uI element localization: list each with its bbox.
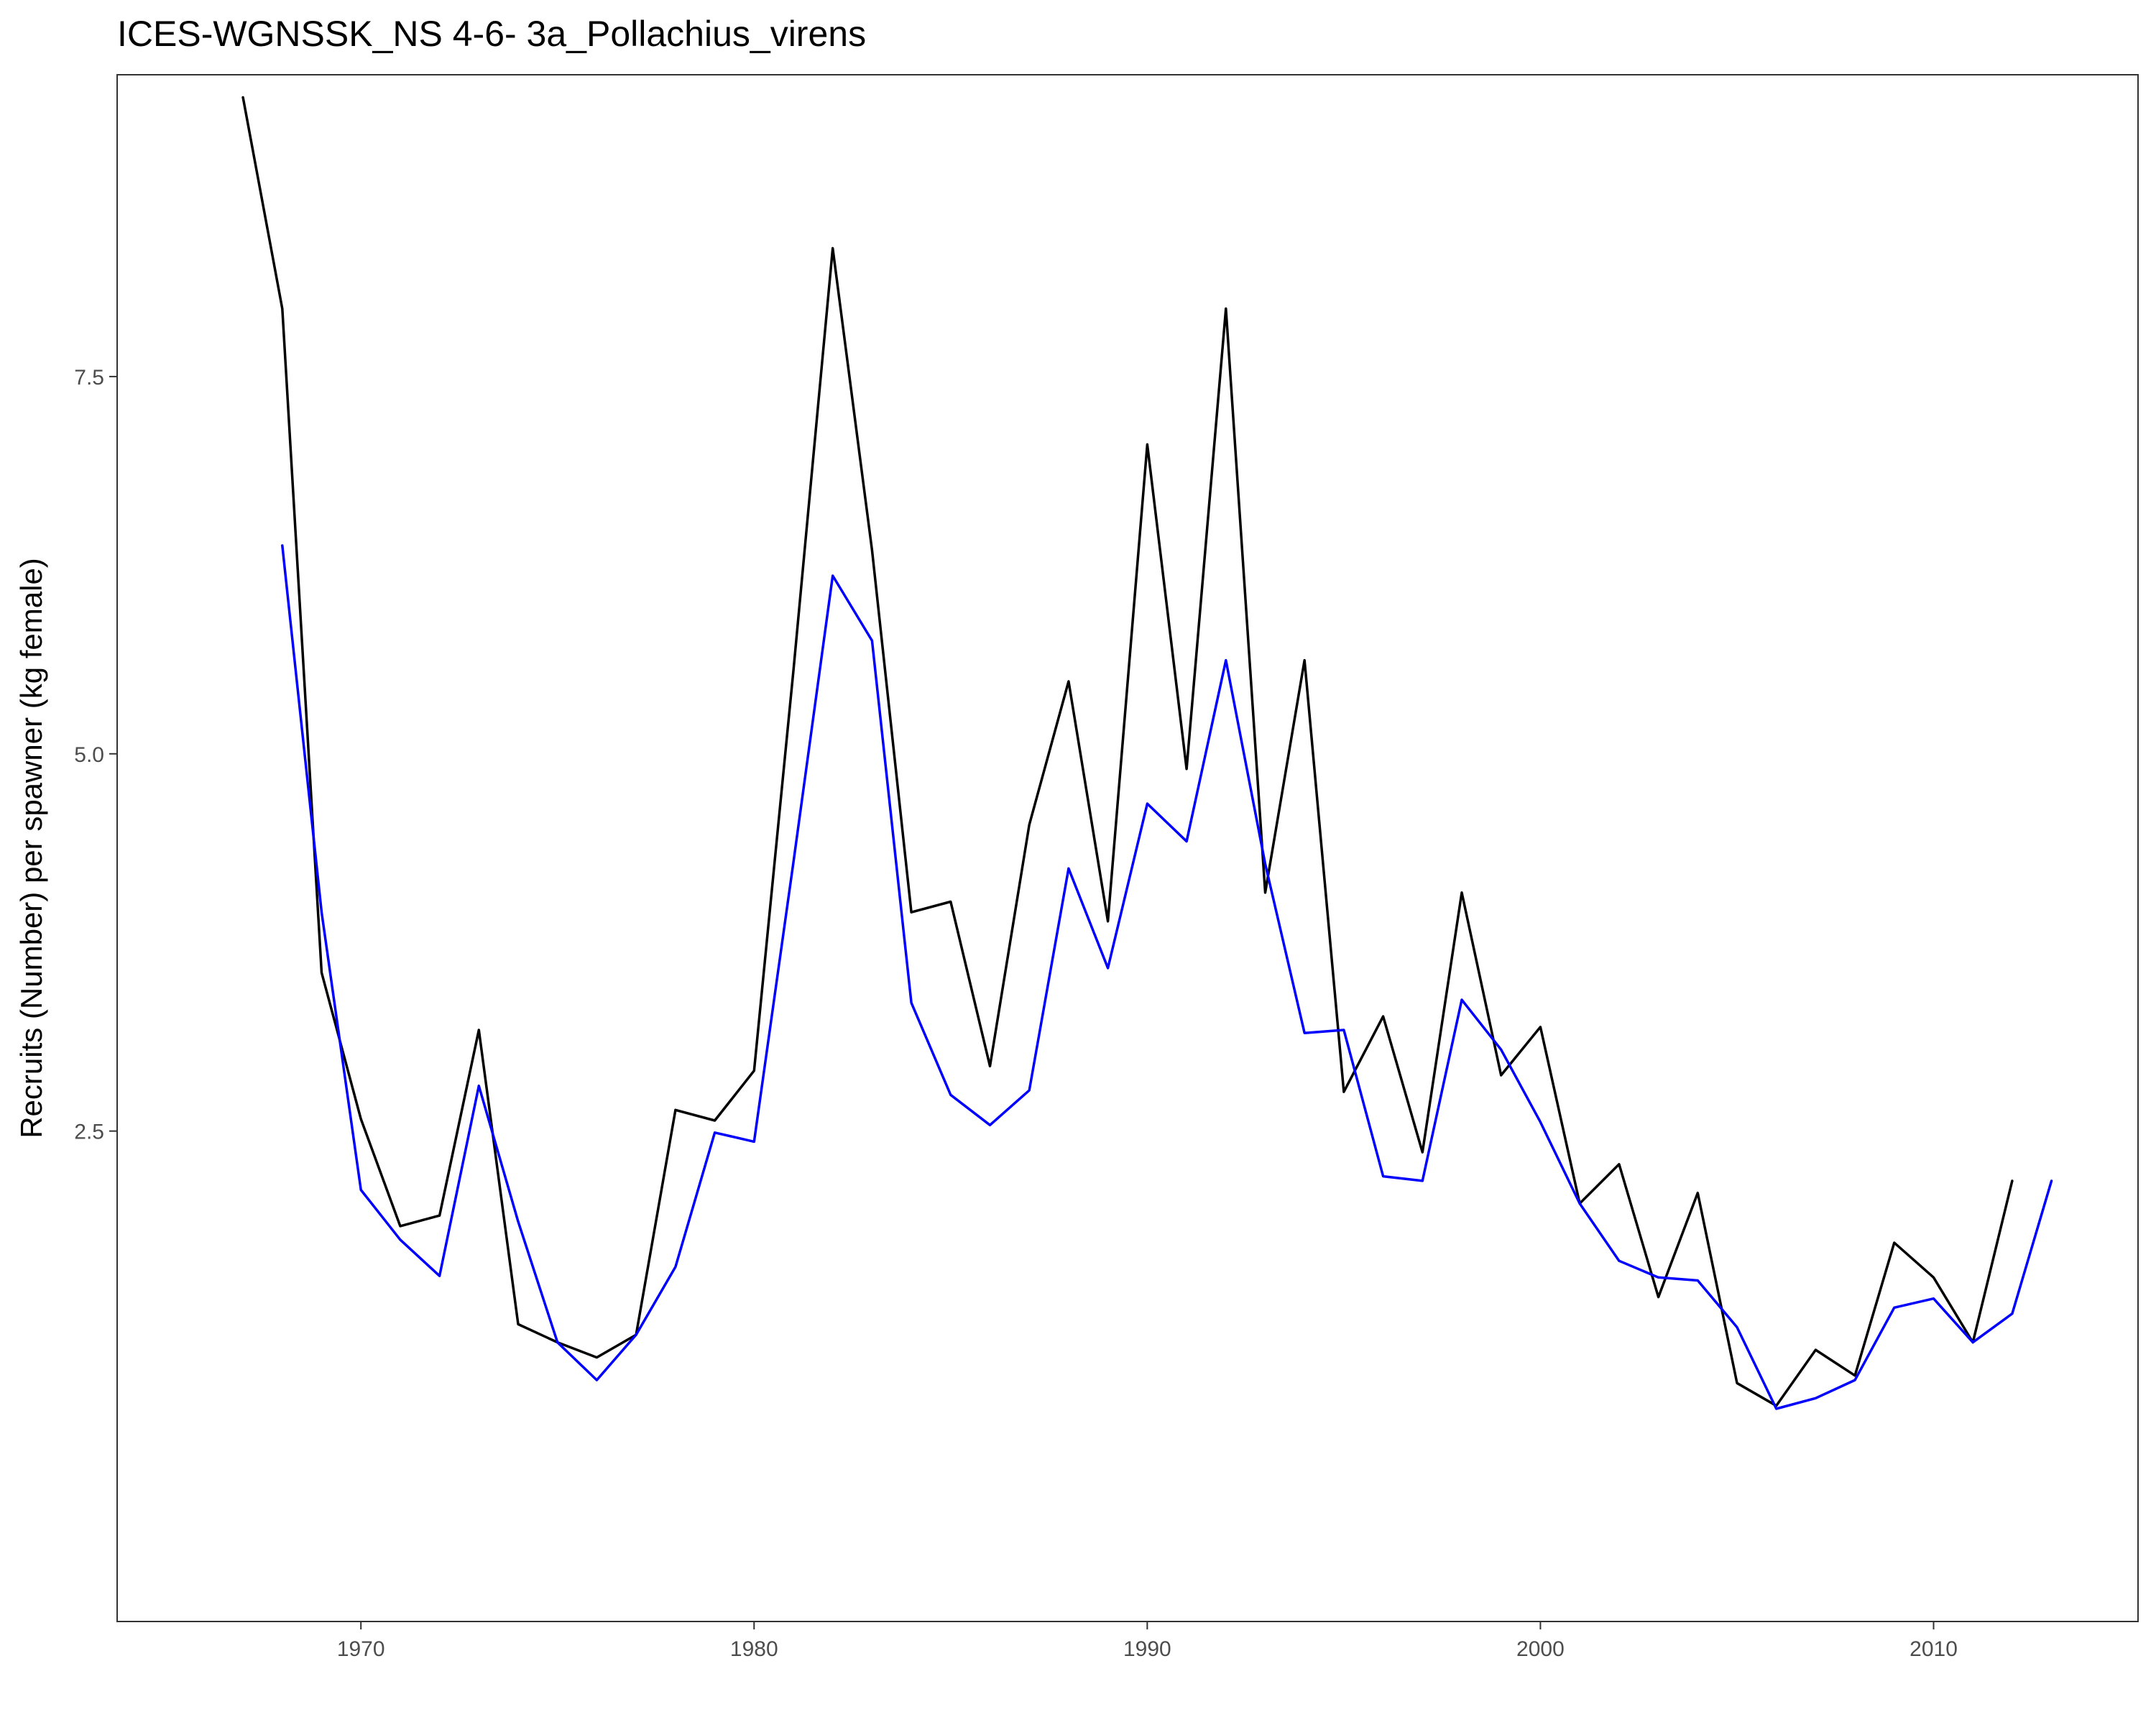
y-tick-label: 7.5 bbox=[74, 366, 104, 390]
y-tick-label: 2.5 bbox=[74, 1121, 104, 1144]
chart-title: ICES-WGNSSK_NS 4-6- 3a_Pollachius_virens bbox=[117, 14, 866, 54]
series-line-2 bbox=[281, 544, 2053, 1410]
y-axis-label: Recruits (Number) per spawner (kg female… bbox=[14, 558, 48, 1138]
y-axis: 2.5 5.0 7.5 bbox=[74, 366, 117, 1144]
x-tick-label: 1980 bbox=[730, 1637, 778, 1661]
series-layer bbox=[241, 96, 2053, 1410]
x-tick-label: 2000 bbox=[1516, 1637, 1565, 1661]
series-line-1 bbox=[241, 96, 2014, 1407]
x-axis: 1970 1980 1990 2000 2010 bbox=[337, 1622, 1958, 1661]
x-tick-label: 2010 bbox=[1909, 1637, 1958, 1661]
x-tick-label: 1990 bbox=[1123, 1637, 1171, 1661]
plot-panel bbox=[116, 74, 2139, 1622]
y-tick-label: 5.0 bbox=[74, 743, 104, 767]
x-tick-label: 1970 bbox=[337, 1637, 385, 1661]
